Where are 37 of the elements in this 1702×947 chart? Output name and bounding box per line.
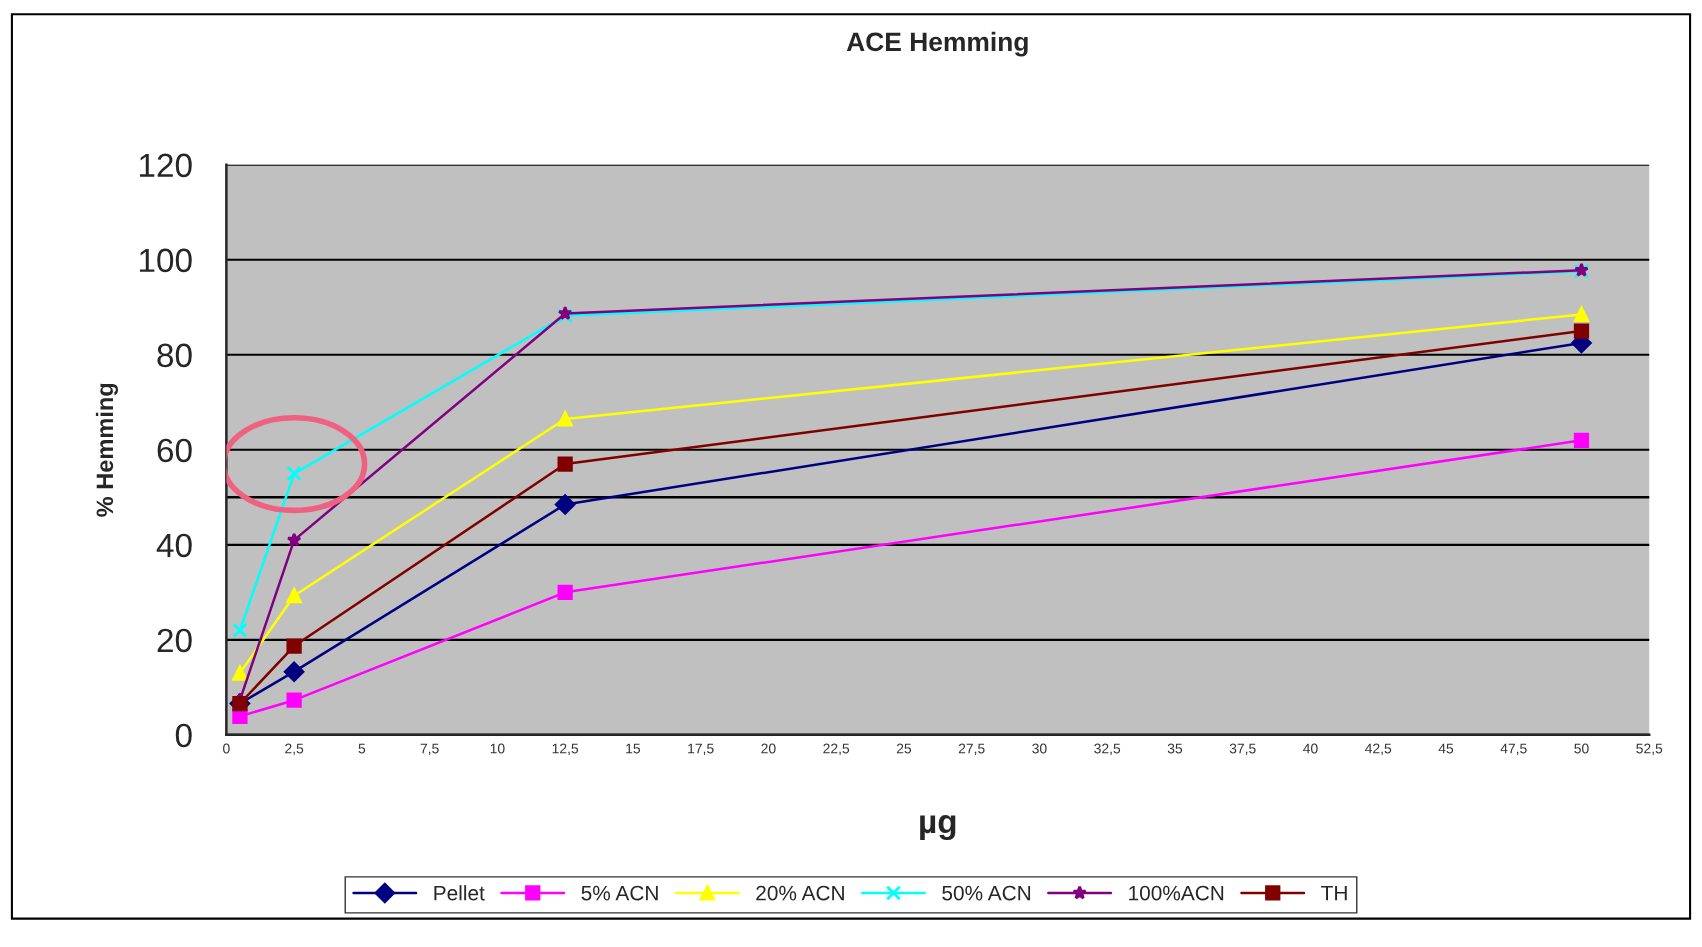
- legend-label: 50% ACN: [942, 885, 1031, 901]
- x-tick-label: 32,5: [1094, 743, 1121, 756]
- x-tick-label: 17,5: [688, 743, 714, 756]
- x-tick-label: 25: [896, 743, 912, 754]
- y-tick-label: 100: [139, 248, 192, 273]
- y-tick-label: 120: [139, 153, 192, 178]
- legend-label: 5% ACN: [581, 885, 658, 901]
- y-tick-label: 60: [157, 438, 192, 463]
- x-tick-label: 52,5: [1636, 743, 1663, 756]
- x-tick-label: 30: [1032, 743, 1047, 754]
- legend-label: 20% ACN: [756, 885, 844, 901]
- x-tick-label: 5: [358, 743, 366, 754]
- x-tick-label: 10: [490, 743, 505, 754]
- x-tick-label: 45: [1438, 743, 1454, 754]
- x-tick-label: 12,5: [552, 743, 579, 756]
- legend-label: TH: [1321, 885, 1347, 901]
- y-tick-label: 80: [157, 343, 192, 368]
- x-tick-label: 27,5: [958, 743, 985, 756]
- x-tick-label: 7,5: [420, 743, 439, 756]
- x-tick-label: 50: [1574, 743, 1589, 754]
- x-tick-label: 42,5: [1365, 743, 1392, 756]
- x-tick-label: 20: [761, 743, 776, 754]
- x-tick-label: 37,5: [1229, 743, 1256, 756]
- legend-label: 100%ACN: [1129, 885, 1224, 901]
- chart-title: ACE Hemming: [846, 31, 1028, 57]
- x-tick-label: 2,5: [285, 743, 304, 756]
- x-tick-label: 35: [1167, 743, 1183, 754]
- legend-label: Pellet: [434, 885, 485, 901]
- x-tick-label: 22,5: [823, 743, 850, 756]
- x-tick-label: 47,5: [1500, 743, 1527, 756]
- x-tick-label: 15: [626, 743, 641, 754]
- y-tick-label: 20: [157, 628, 192, 653]
- x-axis-title: µg: [920, 815, 956, 841]
- y-axis-title: % Hemming: [95, 383, 118, 517]
- x-tick-label: 0: [223, 743, 230, 754]
- y-tick-label: 40: [156, 533, 192, 558]
- x-tick-label: 40: [1303, 743, 1318, 754]
